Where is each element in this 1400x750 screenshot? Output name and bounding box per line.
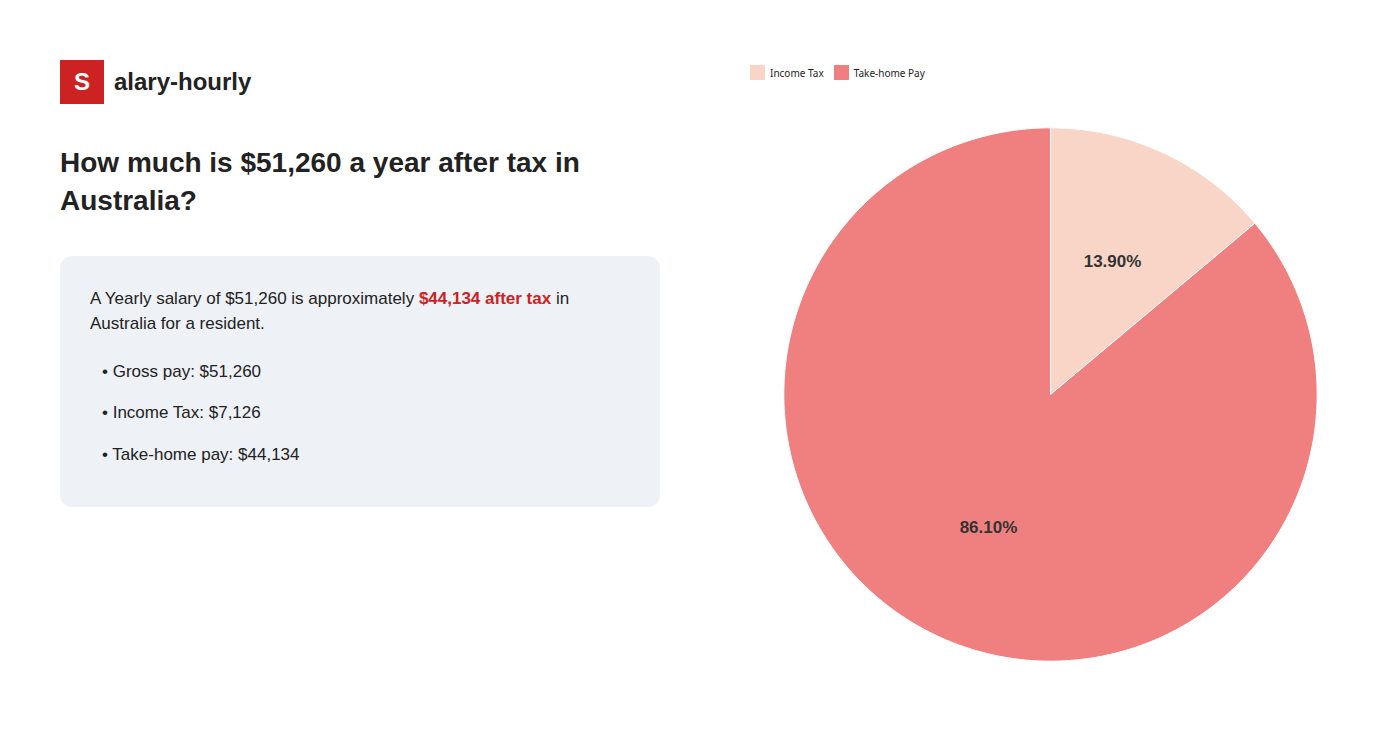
svg-text:86.10%: 86.10% <box>960 518 1018 537</box>
html-text:Income Tax: Income Tax <box>770 65 824 80</box>
html-text:S: S <box>74 68 90 95</box>
html-text:A Yearly salary of $51,260 is: A Yearly salary of $51,260 is approximat… <box>90 288 570 308</box>
html-text:• Take-home pay: $44,134: • Take-home pay: $44,134 <box>102 444 300 464</box>
html-text:Australia for a resident.: Australia for a resident. <box>90 314 265 334</box>
html-text:How much is $51,260 a year aft: How much is $51,260 a year after tax in … <box>60 147 580 216</box>
html-text:• Income Tax: $7,126: • Income Tax: $7,126 <box>102 403 261 423</box>
svg-text:13.90%: 13.90% <box>1084 252 1142 271</box>
html-text:Take-home Pay: Take-home Pay <box>853 65 925 80</box>
html-text:alary-hourly: alary-hourly <box>114 68 252 95</box>
html-text:• Gross pay: $51,260: • Gross pay: $51,260 <box>102 361 261 381</box>
